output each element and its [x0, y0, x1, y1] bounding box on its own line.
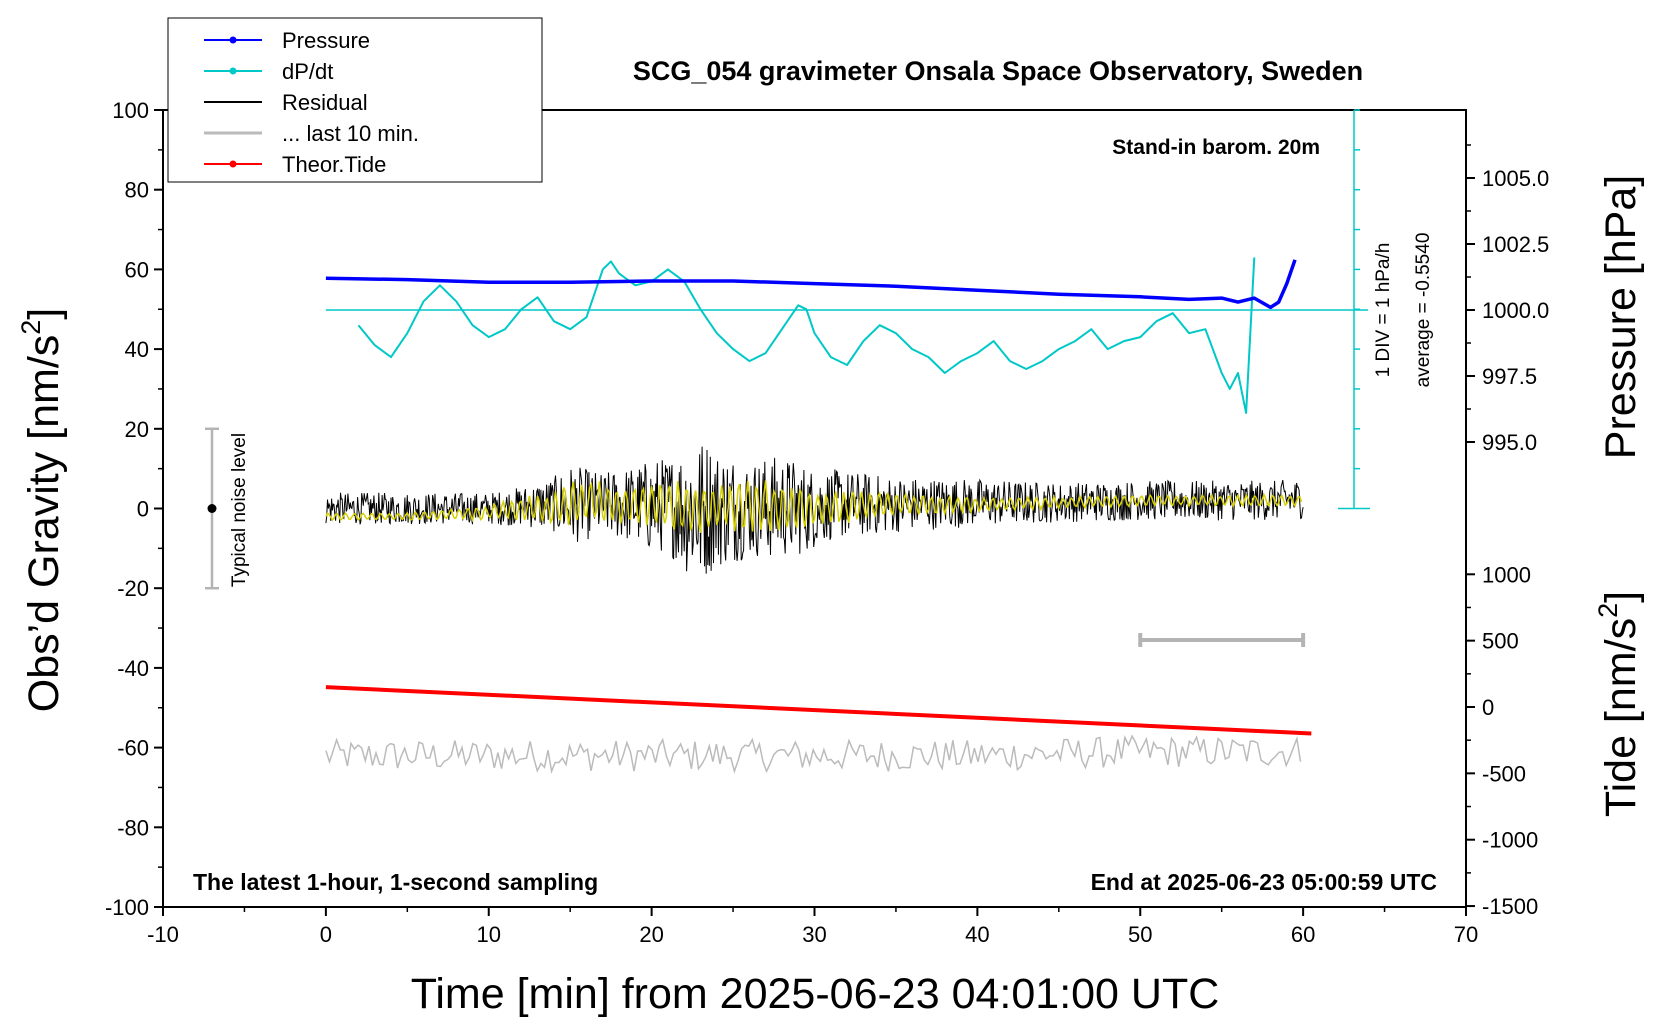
- legend: Pressure dP/dt Residual ... last 10 min. The…: [167, 17, 543, 183]
- legend-label: Residual: [282, 90, 368, 115]
- pressure-tick-label: 995.0: [1482, 430, 1537, 455]
- series-residual-filtered: [325, 480, 1303, 533]
- series-last-10-min: [325, 734, 1302, 775]
- tide-tick-label: -500: [1482, 761, 1526, 786]
- x-tick-label: 10: [477, 922, 501, 947]
- tide-axis-title-sup: 2: [1593, 603, 1623, 618]
- pressure-axis-title: Pressure [hPa]: [1597, 175, 1645, 459]
- x-tick-label: 30: [802, 922, 826, 947]
- y-tick-label: 100: [112, 98, 149, 123]
- x-tick-label: 60: [1291, 922, 1315, 947]
- x-tick-label: 20: [639, 922, 663, 947]
- y-tick-label: 60: [125, 257, 149, 282]
- y-tick-label: -20: [117, 576, 149, 601]
- axis-ticks: -10 0 10 20 30 40 50 60 70100806040200-20-40-60-…: [105, 98, 1549, 947]
- y-tick-label: -60: [117, 736, 149, 761]
- y-tick-label: -40: [117, 656, 149, 681]
- y-tick-label: 20: [125, 417, 149, 442]
- noise-level-label: Typical noise level: [229, 433, 250, 587]
- y-tick-label: 0: [137, 497, 149, 522]
- chart-title: SCG_054 gravimeter Onsala Space Observat…: [633, 56, 1363, 86]
- series-layer: [325, 257, 1312, 775]
- series-residual: [325, 446, 1304, 574]
- y-axis-title: Obs’d Gravity [nm/s2]: [16, 308, 68, 713]
- tide-tick-label: -1000: [1482, 828, 1538, 853]
- tide-tick-label: -1500: [1482, 894, 1538, 919]
- dpdt-average-label: average = -0.5540: [1413, 233, 1434, 388]
- end-time-annotation: End at 2025-06-23 05:00:59 UTC: [1091, 869, 1437, 895]
- pressure-tick-label: 997.5: [1482, 364, 1537, 389]
- tide-tick-label: 500: [1482, 629, 1519, 654]
- legend-label: dP/dt: [282, 59, 333, 84]
- series-dpdt: [357, 257, 1256, 414]
- y-tick-label: 40: [125, 337, 149, 362]
- x-tick-label: 0: [320, 922, 332, 947]
- legend-marker: [229, 67, 237, 75]
- dpdt-div-label: 1 DIV = 1 hPa/h: [1373, 243, 1394, 378]
- tide-tick-label: 0: [1482, 695, 1494, 720]
- series-pressure: [325, 259, 1297, 310]
- sampling-annotation: The latest 1-hour, 1-second sampling: [193, 869, 598, 895]
- y-axis-title-end: ]: [20, 308, 68, 320]
- pressure-tick-label: 1005.0: [1482, 166, 1549, 191]
- pressure-tick-label: 1002.5: [1482, 232, 1549, 257]
- noise-level-marker: [207, 504, 217, 513]
- y-tick-label: 80: [125, 178, 149, 203]
- legend-marker: [229, 36, 237, 44]
- station-annotation: Stand-in barom. 20m: [1112, 136, 1320, 159]
- tide-axis-title: Tide [nm/s2]: [1593, 591, 1645, 817]
- tide-tick-label: 1000: [1482, 562, 1531, 587]
- legend-label: ... last 10 min.: [282, 121, 419, 146]
- y-axis-title-sup: 2: [16, 320, 46, 335]
- dpdt-scale: [325, 109, 1370, 510]
- legend-label: Theor.Tide: [282, 152, 386, 177]
- x-tick-label: -10: [147, 922, 179, 947]
- x-tick-label: 40: [965, 922, 989, 947]
- legend-label: Pressure: [282, 28, 370, 53]
- tide-axis-title-end: ]: [1597, 591, 1645, 603]
- noise-level-indicator: Typical noise level: [205, 427, 250, 590]
- legend-marker: [229, 160, 237, 168]
- pressure-tick-label: 1000.0: [1482, 298, 1549, 323]
- y-tick-label: -100: [105, 895, 149, 920]
- series-theor-tide: [325, 685, 1312, 736]
- x-tick-label: 70: [1454, 922, 1478, 947]
- x-axis-title: Time [min] from 2025-06-23 04:01:00 UTC: [411, 970, 1220, 1018]
- y-tick-label: -80: [117, 815, 149, 840]
- legend-box: [167, 17, 543, 183]
- x-tick-label: 50: [1128, 922, 1152, 947]
